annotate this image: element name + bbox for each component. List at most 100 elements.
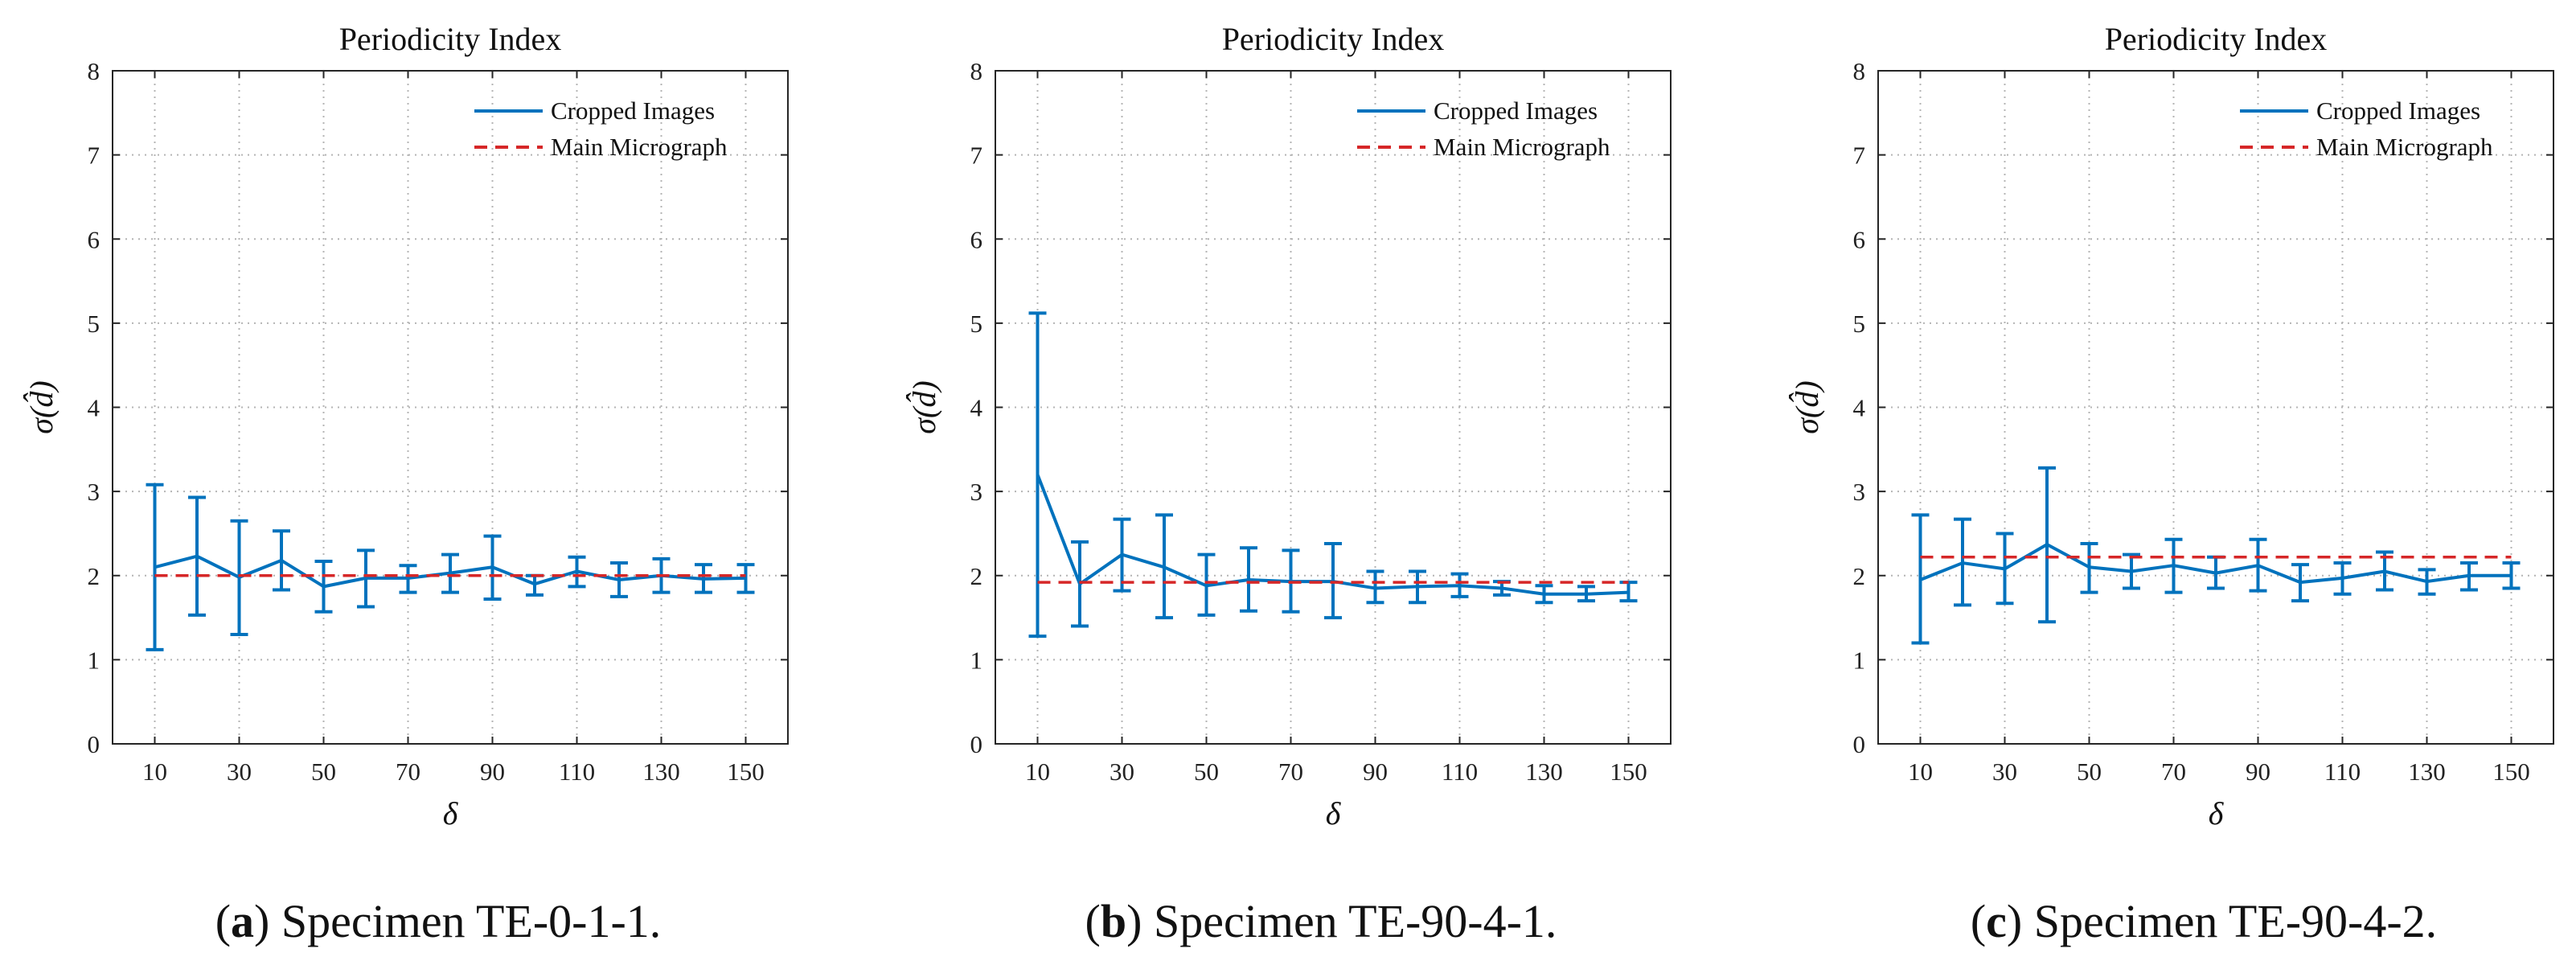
x-tick-label: 150 [2492,758,2530,786]
y-tick-label: 0 [88,730,100,758]
legend-label-1: Cropped Images [551,96,715,125]
x-tick-label: 70 [396,758,420,786]
error-bar [1155,513,1173,620]
error-bar [2291,563,2309,603]
y-tick-label: 3 [1853,478,1866,506]
y-tick-label: 1 [970,646,983,674]
error-bar [610,561,628,598]
caption: (c) Specimen TE-90-4-2. [1971,895,2437,947]
error-bar [399,564,417,594]
y-tick-label: 2 [970,562,983,590]
caption: (a) Specimen TE-0-1-1. [215,895,662,947]
x-tick-label: 30 [227,758,252,786]
caption-letter: b [1101,895,1126,947]
y-tick-label: 7 [970,142,983,170]
legend-label-1: Cropped Images [2316,96,2480,125]
chart-title: Periodicity Index [2105,21,2328,57]
caption-close-paren: ) [1126,895,1154,947]
chart-panel-3: 10 30 50 70 90 110 130 150 0 1 2 3 4 5 6 7 8 Periodicity … [1789,21,2554,947]
error-bar [1240,546,1257,613]
error-bar [314,559,333,614]
y-tick-label: 7 [88,142,100,170]
x-tick-label: 110 [559,758,595,786]
y-tick-label: 2 [88,562,100,590]
y-tick-label: 4 [88,394,100,422]
legend-label-2: Main Micrograph [551,133,728,161]
caption-open-paren: ( [1085,895,1101,947]
y-tick-label: 8 [970,57,983,85]
error-bar [736,563,755,594]
x-tick-label: 90 [2246,758,2270,786]
x-tick-label: 50 [1194,758,1219,786]
series-cropped-images [1911,466,2521,645]
error-bar [483,534,502,602]
caption-open-paren: ( [215,895,231,947]
y-tick-label: 3 [970,478,983,506]
error-bar [2038,466,2056,624]
x-axis-label: δ [1326,795,1342,832]
legend: Cropped Images Main Micrograph [2240,96,2493,161]
error-bar [1577,585,1595,603]
error-bar [2123,552,2140,590]
series-cropped-images [1028,311,1638,639]
y-tick-label: 4 [1853,394,1866,422]
error-bar [2418,568,2436,596]
error-bar [2502,561,2521,590]
x-tick-label: 130 [2408,758,2446,786]
error-bar [1450,572,1469,598]
caption: (b) Specimen TE-90-4-1. [1085,895,1557,947]
legend-label-1: Cropped Images [1434,96,1598,125]
y-tick-label: 0 [1853,730,1866,758]
error-bar [1028,311,1047,639]
error-bar [568,555,586,589]
y-tick-label: 1 [88,646,100,674]
caption-letter: c [1986,895,2007,947]
y-tick-label: 6 [1853,225,1866,253]
y-tick-label: 3 [88,478,100,506]
caption-text: Specimen TE-0-1-1. [281,895,661,947]
error-bar [146,482,164,651]
x-tick-label: 70 [1278,758,1303,786]
chart-panel-1: 10 30 50 70 90 110 130 150 0 1 2 3 4 5 6 7 8 Periodicity … [23,21,789,947]
error-bar [357,548,375,609]
error-bar [1911,513,1930,645]
y-axis-label: σ(d̂) [23,380,59,433]
chart-panel-2: 10 30 50 70 90 110 130 150 0 1 2 3 4 5 6 7 8 Periodicity … [906,21,1672,947]
error-bar [1113,517,1131,593]
legend-label-2: Main Micrograph [1434,133,1610,161]
series-cropped-images [146,482,755,651]
error-bar [1197,552,1216,617]
x-tick-label: 90 [1363,758,1388,786]
y-tick-label: 8 [88,57,100,85]
x-tick-label: 50 [2077,758,2102,786]
y-tick-label: 8 [1853,57,1866,85]
x-tick-label: 130 [642,758,680,786]
caption-close-paren: ) [2007,895,2034,947]
y-axis-label: σ(d̂) [1789,380,1825,433]
chart-title: Periodicity Index [1222,21,1445,57]
error-bar [441,552,459,594]
caption-text: Specimen TE-90-4-1. [1154,895,1557,947]
caption-text: Specimen TE-90-4-2. [2034,895,2437,947]
x-tick-label: 150 [727,758,765,786]
x-tick-label: 130 [1525,758,1563,786]
error-bar [273,529,290,592]
y-tick-label: 6 [970,225,983,253]
error-bar [1366,569,1384,605]
x-tick-label: 150 [1610,758,1647,786]
y-tick-label: 1 [1853,646,1866,674]
y-tick-label: 5 [1853,310,1866,338]
error-bar [1535,584,1553,605]
error-bar [1409,569,1426,605]
error-bar [1324,541,1342,620]
x-tick-label: 110 [1442,758,1478,786]
error-bar [695,563,712,594]
y-tick-label: 4 [970,394,983,422]
x-tick-label: 10 [1025,758,1050,786]
x-tick-label: 30 [1992,758,2017,786]
error-bar [2460,561,2478,592]
legend-label-2: Main Micrograph [2316,133,2493,161]
y-tick-label: 5 [970,310,983,338]
error-bar [2080,541,2098,594]
chart-title: Periodicity Index [339,21,562,57]
